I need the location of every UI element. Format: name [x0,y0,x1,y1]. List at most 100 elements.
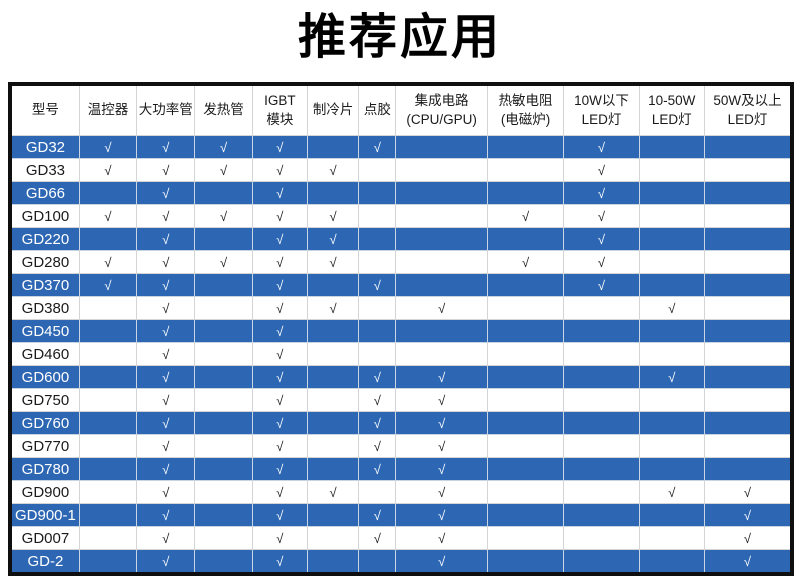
empty-cell [78,319,138,343]
model-cell: GD-2 [9,549,80,575]
check-cell: √ [395,457,488,481]
empty-cell [358,480,397,504]
empty-cell [563,549,640,575]
check-cell: √ [136,135,196,159]
model-cell: GD100 [9,204,80,228]
empty-cell [703,250,793,274]
empty-cell [194,549,253,575]
empty-cell [486,135,565,159]
empty-cell [638,204,705,228]
empty-cell [563,503,640,527]
empty-cell [638,342,705,366]
model-cell: GD750 [9,388,80,412]
table-row-GD760: GD760 √ √ √ √ [9,411,793,435]
check-cell: √ [136,227,196,251]
model-cell: GD900 [9,480,80,504]
table-row-GD450: GD450 √ √ [9,319,793,343]
empty-cell [306,365,360,389]
check-cell: √ [251,135,308,159]
empty-cell [194,480,253,504]
table-row-GD750: GD750 √ √ √ √ [9,388,793,412]
table-row-GD460: GD460 √ √ [9,342,793,366]
table-row-GD220: GD220 √ √ √ √ [9,227,793,251]
empty-cell [703,411,793,435]
empty-cell [638,181,705,205]
empty-cell [395,273,488,297]
empty-cell [78,480,138,504]
empty-cell [78,434,138,458]
check-cell: √ [638,480,705,504]
check-cell: √ [306,250,360,274]
check-cell: √ [395,503,488,527]
table-row-GD900: GD900 √ √ √ √ √ √ [9,480,793,504]
empty-cell [486,273,565,297]
check-cell: √ [395,526,488,550]
empty-cell [78,526,138,550]
empty-cell [703,181,793,205]
check-cell: √ [136,158,196,182]
check-cell: √ [703,503,793,527]
model-cell: GD900-1 [9,503,80,527]
empty-cell [703,434,793,458]
check-cell: √ [358,434,397,458]
check-cell: √ [563,135,640,159]
check-cell: √ [136,457,196,481]
column-header-5: 制冷片 [306,83,360,136]
check-cell: √ [136,181,196,205]
column-header-6: 点胶 [358,83,397,136]
check-cell: √ [78,204,138,228]
empty-cell [638,388,705,412]
check-cell: √ [563,227,640,251]
model-cell: GD33 [9,158,80,182]
empty-cell [306,388,360,412]
empty-cell [395,250,488,274]
table-row-GD100: GD100 √ √ √ √ √ √ √ [9,204,793,228]
check-cell: √ [563,158,640,182]
check-cell: √ [395,388,488,412]
check-cell: √ [251,181,308,205]
table-body: GD32 √ √ √ √ √ √ GD33 √ √ √ √ √ √ GD66 √ √ √ GD100 √ √ √ √ √ √ √ G… [9,135,793,575]
column-header-2: 大功率管 [136,83,196,136]
empty-cell [78,342,138,366]
check-cell: √ [136,503,196,527]
empty-cell [306,319,360,343]
empty-cell [563,411,640,435]
check-cell: √ [395,480,488,504]
table-row-GD33: GD33 √ √ √ √ √ √ [9,158,793,182]
check-cell: √ [251,526,308,550]
header-row: 型号 温控器 大功率管 发热管 IGBT 模块 制冷片 点胶 集成电路 (CPU/GPU) 热敏… [9,83,793,136]
check-cell: √ [251,434,308,458]
application-table: 型号 温控器 大功率管 发热管 IGBT 模块 制冷片 点胶 集成电路 (CPU/GPU) 热敏… [8,82,794,576]
empty-cell [306,273,360,297]
column-header-3: 发热管 [194,83,253,136]
empty-cell [395,181,488,205]
empty-cell [306,135,360,159]
empty-cell [703,273,793,297]
empty-cell [358,296,397,320]
empty-cell [358,250,397,274]
check-cell: √ [251,457,308,481]
check-cell: √ [194,135,253,159]
check-cell: √ [306,158,360,182]
check-cell: √ [136,411,196,435]
check-cell: √ [358,503,397,527]
empty-cell [194,503,253,527]
model-cell: GD32 [9,135,80,159]
empty-cell [306,503,360,527]
empty-cell [703,388,793,412]
empty-cell [638,319,705,343]
model-cell: GD450 [9,319,80,343]
empty-cell [78,365,138,389]
table-row-GD370: GD370 √ √ √ √ √ [9,273,793,297]
empty-cell [395,135,488,159]
empty-cell [486,388,565,412]
empty-cell [395,319,488,343]
empty-cell [486,526,565,550]
empty-cell [486,227,565,251]
empty-cell [638,526,705,550]
column-header-0: 型号 [9,83,80,136]
empty-cell [638,434,705,458]
check-cell: √ [136,296,196,320]
check-cell: √ [78,158,138,182]
empty-cell [306,181,360,205]
